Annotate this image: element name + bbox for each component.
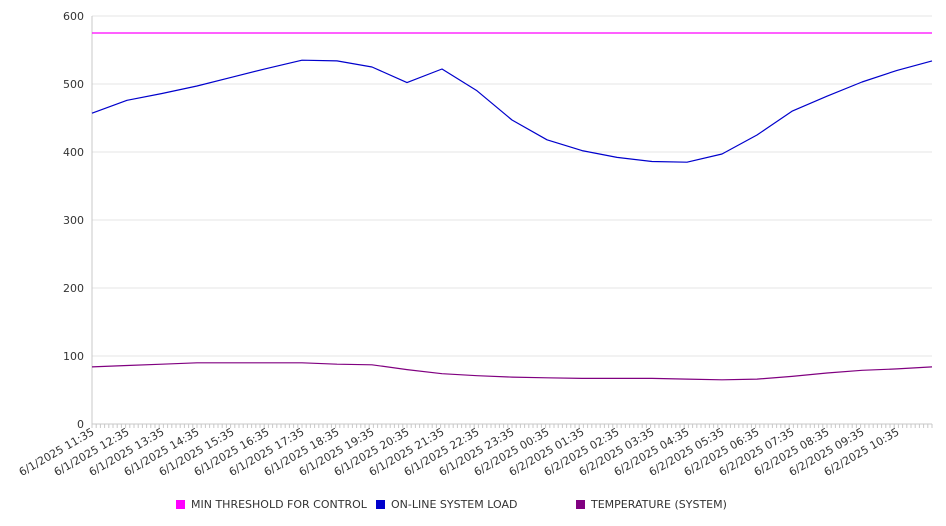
y-axis-ticks: 0 100 200 300 400 500 600 bbox=[63, 10, 84, 431]
grid-lines bbox=[92, 15, 932, 357]
y-tick-label: 0 bbox=[77, 418, 84, 431]
axes bbox=[91, 16, 933, 428]
series-line-temperature-system bbox=[91, 362, 933, 381]
legend-item-system-load[interactable]: ON-LINE SYSTEM LOAD bbox=[376, 498, 517, 511]
legend-swatch-temperature bbox=[576, 500, 585, 509]
y-tick-label: 500 bbox=[63, 78, 84, 91]
legend-swatch-system-load bbox=[376, 500, 385, 509]
legend-item-temperature[interactable]: TEMPERATURE (SYSTEM) bbox=[576, 498, 727, 511]
y-tick-label: 100 bbox=[63, 350, 84, 363]
legend-label-temperature: TEMPERATURE (SYSTEM) bbox=[591, 498, 727, 511]
chart-legend: MIN THRESHOLD FOR CONTROL ON-LINE SYSTEM… bbox=[0, 496, 946, 516]
series-lines bbox=[91, 32, 933, 381]
legend-label-min-threshold: MIN THRESHOLD FOR CONTROL bbox=[191, 498, 367, 511]
legend-label-system-load: ON-LINE SYSTEM LOAD bbox=[391, 498, 518, 511]
y-tick-label: 400 bbox=[63, 146, 84, 159]
series-line-on-line-system-load bbox=[91, 59, 933, 163]
line-chart: 0 100 200 300 400 500 600 6/1/2025 11:356/1/20… bbox=[17, 10, 933, 479]
y-tick-label: 300 bbox=[63, 214, 84, 227]
legend-swatch-min-threshold bbox=[176, 500, 185, 509]
legend-item-min-threshold[interactable]: MIN THRESHOLD FOR CONTROL bbox=[176, 498, 367, 511]
x-axis-ticks: 6/1/2025 11:356/1/2025 12:356/1/2025 13:… bbox=[17, 425, 902, 479]
y-tick-label: 600 bbox=[63, 10, 84, 23]
y-tick-label: 200 bbox=[63, 282, 84, 295]
